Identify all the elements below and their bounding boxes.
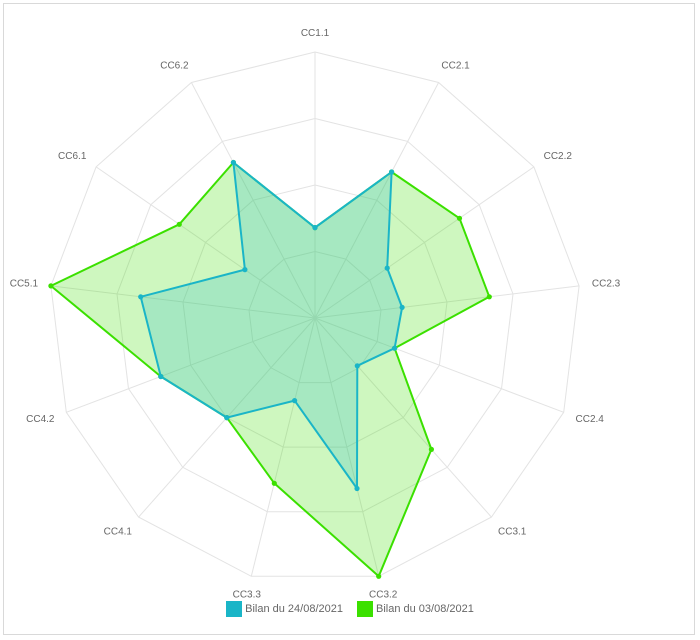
grid-spoke-CC6.1 bbox=[95, 166, 316, 319]
axis-label-CC1.1: CC1.1 bbox=[301, 28, 330, 39]
data-point-1-CC4.2[interactable] bbox=[158, 373, 164, 380]
data-point-1-CC2.2[interactable] bbox=[384, 265, 390, 271]
axis-label-CC3.2: CC3.2 bbox=[369, 590, 398, 600]
axis-label-CC2.4: CC2.4 bbox=[576, 414, 605, 425]
radar-chart: CC1.1 CC2.1 CC2.2 CC2.3 CC2.4 CC3.1 CC3.2 CC3.3… bbox=[10, 28, 621, 600]
data-point-0-CC2.2[interactable] bbox=[456, 215, 463, 221]
data-point-1-CC2.3[interactable] bbox=[399, 304, 405, 310]
grid-ring-1 bbox=[248, 250, 382, 384]
data-point-1-CC3.2[interactable] bbox=[354, 485, 360, 492]
data-point-1-CC2.4[interactable] bbox=[392, 345, 398, 351]
axis-label-CC5.1: CC5.1 bbox=[10, 279, 39, 290]
legend-item-bilan-03-08[interactable]: Bilan du 03/08/2021 bbox=[357, 601, 474, 617]
grid-spoke-CC3.1 bbox=[314, 317, 492, 518]
grid-spoke-CC4.2 bbox=[66, 317, 316, 413]
data-point-1-CC4.1[interactable] bbox=[224, 415, 230, 421]
axis-label-CC6.1: CC6.1 bbox=[58, 151, 87, 162]
axis-label-CC6.2: CC6.2 bbox=[160, 61, 189, 72]
data-point-0-CC3.3[interactable] bbox=[271, 480, 277, 486]
legend-swatch-bilan-03-08 bbox=[357, 601, 373, 617]
legend: Bilan du 24/08/2021 Bilan du 03/08/2021 bbox=[0, 601, 700, 617]
grid-spoke-CC2.3 bbox=[314, 285, 580, 319]
legend-label-bilan-03-08: Bilan du 03/08/2021 bbox=[376, 603, 474, 615]
grid-spoke-CC6.2 bbox=[190, 82, 316, 319]
data-point-0-CC3.1[interactable] bbox=[428, 446, 434, 452]
data-point-0-CC5.1[interactable] bbox=[48, 283, 54, 289]
data-point-1-CC3.1[interactable] bbox=[354, 363, 360, 369]
legend-swatch-bilan-24-08 bbox=[226, 601, 243, 617]
legend-item-bilan-24-08[interactable]: Bilan du 24/08/2021 bbox=[226, 601, 343, 617]
series-1 bbox=[138, 159, 405, 492]
axis-label-CC3.1: CC3.1 bbox=[498, 526, 527, 537]
grid-spoke-CC5.1 bbox=[50, 285, 316, 319]
data-point-1-CC5.1[interactable] bbox=[138, 294, 144, 300]
axis-label-CC2.2: CC2.2 bbox=[544, 151, 573, 162]
data-point-1-CC2.1[interactable] bbox=[389, 169, 395, 175]
grid-spoke-CC3.2 bbox=[314, 317, 380, 577]
radar-series bbox=[48, 159, 492, 579]
chart-frame bbox=[3, 3, 695, 635]
grid-spoke-CC3.3 bbox=[250, 317, 316, 577]
grid-spoke-CC2.2 bbox=[314, 166, 535, 319]
data-point-0-CC6.1[interactable] bbox=[176, 221, 182, 227]
series-area-0 bbox=[49, 161, 491, 578]
axis-label-CC4.1: CC4.1 bbox=[104, 526, 133, 537]
grid-ring-4 bbox=[50, 51, 580, 577]
axis-label-CC3.3: CC3.3 bbox=[233, 590, 262, 600]
data-point-1-CC6.2[interactable] bbox=[230, 159, 236, 166]
grid-ring-2 bbox=[182, 184, 448, 448]
grid-spoke-CC2.1 bbox=[314, 82, 440, 319]
radar-grid bbox=[50, 51, 580, 577]
grid-ring-3 bbox=[116, 117, 514, 513]
axis-label-CC2.1: CC2.1 bbox=[441, 61, 470, 72]
data-point-1-CC6.1[interactable] bbox=[242, 267, 248, 273]
axis-label-CC4.2: CC4.2 bbox=[26, 414, 55, 425]
data-point-1-CC3.3[interactable] bbox=[292, 398, 298, 404]
series-area-1 bbox=[139, 161, 404, 490]
grid-spoke-CC2.4 bbox=[314, 317, 564, 413]
data-point-0-CC2.3[interactable] bbox=[486, 294, 492, 300]
data-point-0-CC3.2[interactable] bbox=[376, 573, 382, 579]
legend-label-bilan-24-08: Bilan du 24/08/2021 bbox=[245, 603, 343, 615]
axis-labels: CC1.1 CC2.1 CC2.2 CC2.3 CC2.4 CC3.1 CC3.2 CC3.3… bbox=[10, 28, 621, 600]
axis-label-CC2.3: CC2.3 bbox=[592, 279, 621, 290]
data-point-1-CC1.1[interactable] bbox=[312, 225, 318, 231]
